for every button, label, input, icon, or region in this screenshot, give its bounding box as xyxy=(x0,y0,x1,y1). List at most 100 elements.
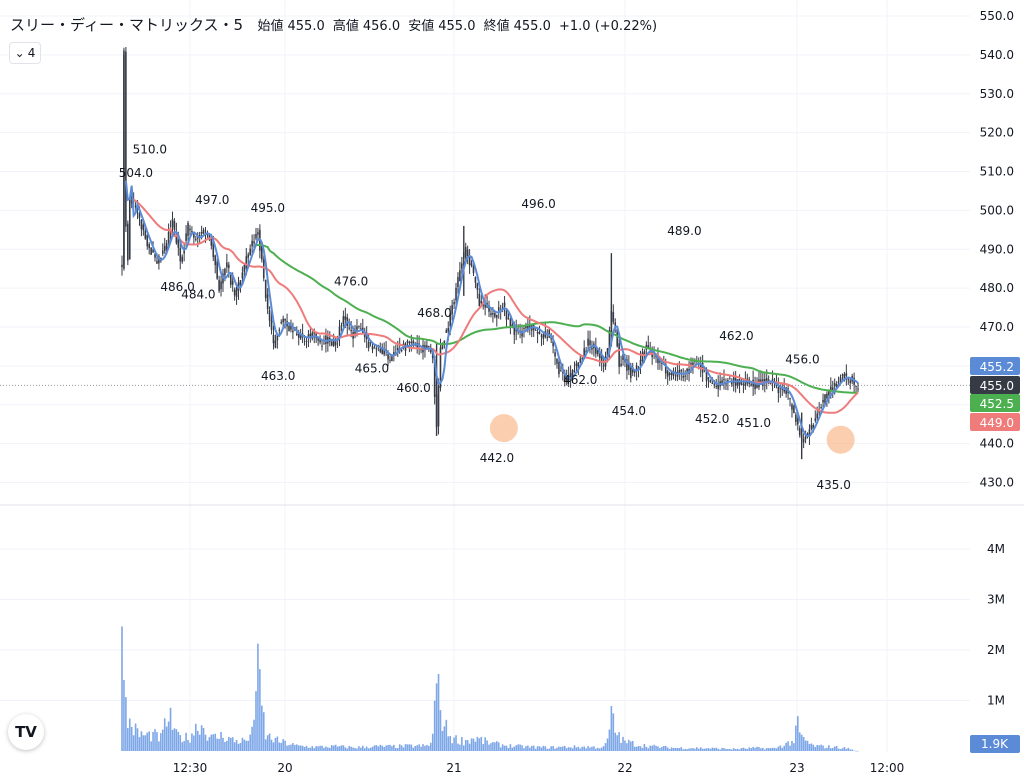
volume-bar xyxy=(342,745,345,751)
candle-body xyxy=(330,341,333,346)
candle-body xyxy=(268,310,271,321)
price-annotation-label: 504.0 xyxy=(119,166,153,180)
candle-body xyxy=(760,379,762,383)
volume-bar xyxy=(796,716,799,751)
candle-body xyxy=(393,351,395,355)
volume-bar xyxy=(379,744,382,751)
candle-body xyxy=(635,365,638,371)
volume-bar xyxy=(210,734,213,751)
volume-bar xyxy=(612,713,615,751)
symbol-title[interactable]: スリー・ディー・マトリックス・5 xyxy=(10,16,244,34)
volume-bar xyxy=(140,731,143,751)
volume-bar xyxy=(134,723,137,751)
candle-body xyxy=(152,249,154,253)
volume-bar xyxy=(241,737,244,751)
candle-body xyxy=(639,359,642,366)
volume-bar xyxy=(620,742,622,751)
candle-body xyxy=(583,348,585,358)
volume-bar xyxy=(771,747,774,751)
candle-body xyxy=(534,329,537,331)
volume-bar xyxy=(540,747,543,751)
candle-body xyxy=(595,347,597,354)
volume-bar xyxy=(400,745,403,751)
candle-body xyxy=(455,287,457,301)
candle-body xyxy=(264,280,267,298)
candle-body xyxy=(785,387,787,394)
volume-bar xyxy=(643,743,646,751)
volume-bar xyxy=(668,748,671,751)
volume-bar xyxy=(511,747,514,751)
price-annotation-label: 435.0 xyxy=(817,478,851,492)
candle-body xyxy=(816,413,819,419)
volume-bar xyxy=(651,745,653,751)
volume-bar xyxy=(779,745,782,751)
volume-bar xyxy=(247,740,250,751)
candle-body xyxy=(620,363,622,366)
candle-body xyxy=(589,340,591,346)
candle-body xyxy=(241,272,244,279)
candle-body xyxy=(449,313,451,326)
volume-bar xyxy=(154,729,156,751)
volume-bar xyxy=(317,746,319,751)
candle-body xyxy=(262,259,265,279)
volume-bar xyxy=(591,746,593,751)
price-annotation-label: 460.0 xyxy=(396,381,430,395)
candle-body xyxy=(125,51,127,227)
candle-body xyxy=(616,329,618,347)
candle-body xyxy=(171,218,174,228)
volume-axis-tick: 1M xyxy=(987,694,1005,708)
tradingview-logo-icon[interactable]: TV xyxy=(8,714,44,750)
candle-body xyxy=(282,318,284,323)
volume-bar xyxy=(828,745,830,751)
candle-body xyxy=(447,328,450,332)
volume-bar xyxy=(435,683,438,751)
candle-body xyxy=(228,264,230,269)
volume-bar xyxy=(305,745,308,751)
volume-bar xyxy=(536,746,539,751)
candle-body xyxy=(740,382,743,385)
candle-body xyxy=(459,270,461,282)
volume-bar xyxy=(791,740,793,751)
price-annotation-label: 465.0 xyxy=(355,361,389,375)
candle-body xyxy=(292,330,294,333)
volume-bar xyxy=(175,729,178,751)
candle-body xyxy=(521,330,523,337)
volume-bar xyxy=(360,747,362,751)
volume-bar xyxy=(727,748,729,751)
ma-fast-line xyxy=(124,180,859,438)
candle-body xyxy=(849,380,852,383)
volume-bar xyxy=(350,746,352,751)
volume-bar xyxy=(233,742,236,751)
candle-body xyxy=(146,235,149,247)
time-axis-tick: 12:00 xyxy=(870,761,905,775)
candle-body xyxy=(235,287,238,297)
volume-bar xyxy=(185,732,187,751)
volume-bar xyxy=(676,747,679,751)
low-value: 455.0 xyxy=(438,19,476,34)
volume-bar xyxy=(389,744,391,751)
candle-body xyxy=(321,345,323,347)
candle-body xyxy=(791,404,793,410)
indicator-collapse-button[interactable]: ⌄ 4 xyxy=(9,42,41,64)
volume-bar xyxy=(655,745,657,751)
volume-bar xyxy=(142,735,145,751)
volume-bar xyxy=(824,748,826,751)
candle-body xyxy=(332,338,335,346)
candle-body xyxy=(173,220,176,230)
candle-body xyxy=(334,341,337,346)
candle-body xyxy=(587,338,589,346)
volume-bar xyxy=(624,740,626,751)
volume-bar xyxy=(429,742,432,751)
volume-bar xyxy=(156,732,158,751)
candle-body xyxy=(365,335,368,340)
candle-body xyxy=(276,334,279,341)
volume-bar xyxy=(127,728,129,751)
volume-bar xyxy=(729,748,731,751)
volume-bar xyxy=(653,744,655,751)
price-axis-tick: 540.0 xyxy=(980,48,1014,62)
candle-body xyxy=(626,359,628,371)
candle-body xyxy=(546,337,549,339)
candle-body xyxy=(383,348,385,355)
candle-body xyxy=(812,425,815,431)
ma-mid-line xyxy=(131,197,859,414)
